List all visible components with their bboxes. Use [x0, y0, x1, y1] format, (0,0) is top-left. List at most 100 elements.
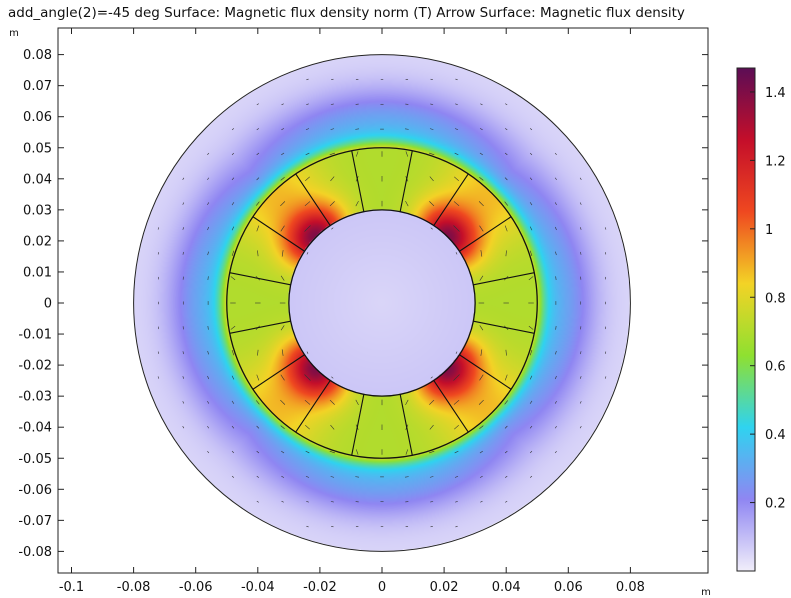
colorbar-tick-label: 0.2 [765, 497, 786, 512]
flux-arrow [207, 400, 210, 404]
colorbar: 0.2 0.4 0.6 0.8 1 1.2 1.4 [736, 67, 786, 572]
magnet-segment-edge [433, 380, 469, 433]
flux-arrow [256, 400, 260, 405]
flux-arrow [256, 128, 260, 131]
magnet-segment-edge [433, 173, 469, 226]
flux-arrow [454, 152, 459, 156]
flux-arrow [430, 526, 433, 528]
flux-arrow [604, 227, 607, 230]
flux-arrow [280, 177, 285, 181]
flux-arrow [281, 128, 285, 131]
flux-arrow [429, 176, 434, 182]
flux-arrow [305, 475, 310, 478]
flux-arrow [428, 450, 435, 454]
flux-arrow [280, 425, 285, 429]
flux-arrow [231, 152, 235, 156]
flux-arrow [554, 226, 557, 231]
y-tick-label: 0.01 [23, 265, 52, 280]
outer-boundary [133, 54, 631, 552]
flux-arrow [207, 325, 209, 330]
flux-arrow [479, 225, 484, 232]
flux-arrow [505, 500, 508, 503]
flux-arrow [529, 177, 533, 181]
flux-arrow [453, 201, 460, 207]
flux-arrow [479, 177, 484, 181]
flux-arrow [304, 374, 311, 381]
flux-arrow [305, 152, 310, 156]
flux-arrow [479, 475, 483, 478]
flux-arrow [355, 449, 359, 455]
flux-arrow [429, 399, 435, 405]
flux-arrow [306, 500, 309, 503]
flux-arrow [528, 325, 534, 330]
flux-arrow [504, 475, 508, 478]
magnet-segment-edge [252, 216, 305, 252]
flux-arrow [256, 225, 260, 232]
magnet-segment-edge [351, 150, 365, 212]
x-unit-label: m [701, 587, 711, 598]
flux-arrow [529, 349, 533, 356]
flux-arrow [157, 252, 159, 255]
flux-arrow [305, 176, 310, 182]
flux-arrow [231, 128, 235, 131]
flux-arrow [329, 152, 336, 156]
flux-arrow [330, 103, 334, 105]
flux-arrow [504, 152, 508, 156]
flux-arrow [207, 375, 210, 380]
flux-arrow [579, 376, 582, 379]
flux-arrow [453, 399, 460, 405]
flux-arrow [306, 252, 309, 255]
colorbar-tick-label: 1.2 [765, 154, 786, 169]
flux-arrow [207, 450, 210, 454]
magnet-segment-edge [295, 380, 331, 433]
flux-arrow [505, 103, 508, 106]
y-tick-label: -0.01 [18, 328, 52, 343]
geometry-edges [133, 54, 631, 552]
flux-arrow [430, 227, 433, 230]
flux-arrow [280, 399, 286, 405]
y-tick-label: -0.07 [18, 514, 52, 529]
flux-arrow [430, 501, 434, 503]
x-tick-label: 0.06 [554, 580, 583, 595]
flux-arrow [280, 325, 285, 331]
flux-arrow [182, 251, 184, 255]
y-tick-label: 0.04 [23, 172, 52, 187]
flux-arrow [330, 424, 335, 430]
flux-arrow [504, 450, 508, 454]
flux-arrow [504, 225, 508, 232]
flux-arrow [329, 450, 336, 454]
flux-arrow [529, 128, 533, 131]
flux-arrow [454, 176, 459, 182]
flux-arrow [182, 202, 185, 205]
flux-density-surface [134, 55, 630, 551]
x-tick-label: -0.06 [179, 580, 213, 595]
flux-arrow [231, 375, 235, 380]
flux-arrow [479, 374, 484, 381]
flux-arrow [281, 349, 284, 356]
flux-arrow [529, 250, 533, 257]
colorbar-gradient [736, 67, 756, 572]
flux-arrow [428, 152, 435, 156]
flux-arrow [430, 103, 434, 105]
flux-arrow [554, 375, 557, 380]
flux-arrow [355, 128, 360, 130]
flux-arrow [555, 325, 557, 330]
flux-arrow [280, 275, 285, 281]
flux-arrow [207, 152, 210, 156]
flux-arrow [504, 201, 508, 206]
flux-arrow [504, 374, 508, 381]
flux-arrow [256, 374, 260, 381]
flux-arrow [256, 450, 260, 454]
flux-arrow [281, 475, 285, 478]
flux-arrow [280, 201, 286, 207]
flux-arrow [355, 200, 359, 207]
flux-arrow [305, 424, 310, 430]
flux-arrow [256, 475, 260, 478]
flux-arrow [555, 276, 557, 281]
flux-arrow [304, 225, 311, 232]
y-unit-label: m [9, 28, 19, 39]
flux-arrow [281, 250, 284, 257]
flux-arrow [504, 177, 508, 181]
flux-arrow [429, 476, 434, 478]
flux-arrow [256, 425, 260, 429]
